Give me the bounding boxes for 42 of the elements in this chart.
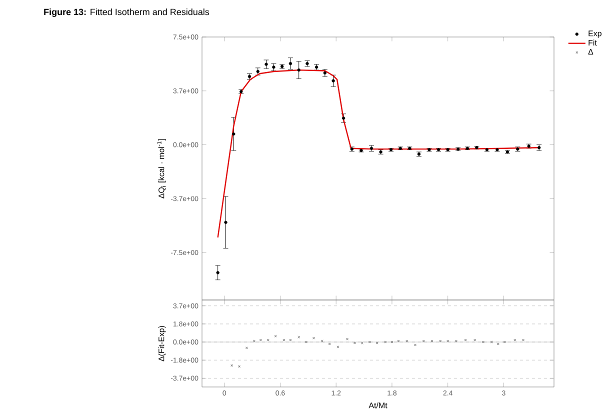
point — [376, 342, 378, 344]
point — [422, 340, 425, 342]
legend-label: Exp — [588, 30, 602, 38]
point — [332, 79, 335, 82]
point — [390, 340, 394, 344]
point — [264, 62, 268, 66]
y-axis-title: ΔQ$_{i}$ [kcal · mol$^{-1}$] — [157, 139, 166, 198]
point — [320, 340, 324, 342]
legend-label: Fit — [588, 40, 597, 46]
text: Δ — [588, 48, 594, 54]
point — [336, 346, 340, 348]
point — [384, 340, 387, 344]
point — [397, 340, 400, 342]
point — [297, 68, 300, 72]
point — [216, 271, 220, 274]
point — [266, 338, 270, 342]
point — [439, 340, 442, 342]
point — [490, 340, 493, 344]
point — [282, 338, 286, 342]
text: Figure 13: Fitted Isotherm and Residuals — [44, 8, 210, 17]
point — [252, 340, 256, 342]
point — [289, 338, 292, 342]
point — [360, 342, 364, 344]
point — [298, 336, 300, 338]
point — [514, 338, 516, 342]
y-axis-title: Δ(Fit-Exp) — [158, 326, 166, 362]
point — [503, 340, 506, 344]
point — [274, 334, 277, 338]
point — [406, 340, 408, 342]
point — [224, 220, 228, 224]
point — [328, 342, 331, 346]
point — [288, 62, 292, 66]
x-axis-title: At/Mt — [368, 402, 388, 408]
point — [464, 338, 467, 342]
point — [474, 338, 476, 342]
point — [342, 116, 346, 120]
point — [232, 132, 236, 136]
point — [259, 338, 262, 342]
point — [430, 340, 434, 342]
point — [446, 340, 450, 342]
point — [368, 340, 371, 344]
point — [496, 342, 500, 346]
